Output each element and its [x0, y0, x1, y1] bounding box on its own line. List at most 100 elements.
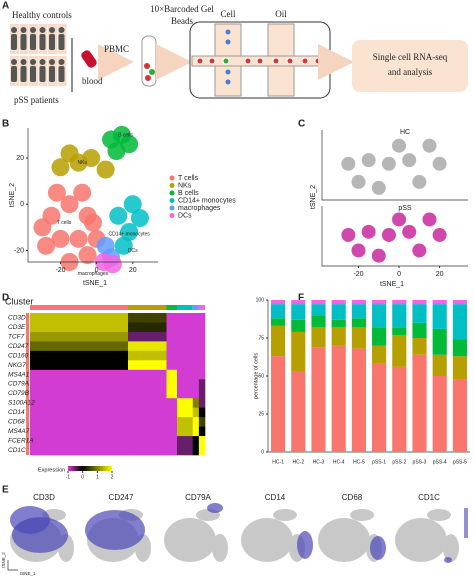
y-tick-label: 50	[258, 373, 264, 379]
bar-segment	[311, 315, 326, 328]
heat-cell	[166, 379, 178, 390]
result-box	[352, 40, 468, 92]
heat-cell	[166, 417, 178, 427]
point	[392, 212, 407, 227]
y-tick-label: 0	[261, 449, 264, 455]
bar-segment	[331, 345, 346, 452]
x-tick-label: 0	[95, 267, 99, 274]
point	[37, 236, 56, 255]
point	[130, 209, 149, 228]
gene-label: S100A12	[8, 400, 35, 407]
cluster-label: T cells	[57, 220, 72, 226]
bar-segment	[351, 327, 366, 349]
cluster-bar	[192, 305, 199, 310]
expr-cells	[207, 503, 223, 513]
person-head	[49, 27, 55, 33]
x-tick-label: -20	[353, 271, 363, 278]
droplet	[301, 57, 309, 65]
point	[47, 183, 66, 202]
legend-label: NKs	[178, 182, 192, 189]
point	[84, 213, 102, 232]
heat-cell	[30, 417, 129, 427]
gene-label: CD79B	[8, 390, 30, 397]
point	[51, 158, 70, 177]
bar-segment	[331, 300, 346, 304]
bar-segment	[412, 322, 427, 338]
heat-cell	[177, 407, 194, 418]
heat-cell	[177, 341, 194, 352]
point	[33, 218, 52, 237]
point	[412, 243, 427, 258]
bar-segment	[452, 379, 467, 452]
x-tick-label: pSS-4	[433, 459, 447, 465]
heat-cell	[192, 417, 200, 427]
heat-cell	[192, 379, 200, 390]
point	[341, 156, 356, 171]
point	[69, 229, 88, 248]
droplet	[222, 57, 230, 65]
bar-segment	[432, 300, 447, 304]
label: and analysis	[388, 67, 433, 77]
bar-segment	[372, 303, 387, 305]
y-tick-label: 100	[256, 297, 265, 303]
bar-segment	[291, 319, 306, 332]
point	[109, 206, 128, 225]
y-tick-label: -20	[14, 247, 24, 254]
bar-segment	[311, 300, 326, 304]
heat-cell	[128, 360, 167, 371]
bar-segment	[291, 300, 306, 304]
bar-segment	[291, 371, 306, 452]
bead	[225, 69, 231, 75]
person-head	[39, 59, 46, 65]
y-tick-label: 75	[258, 335, 264, 341]
bead	[149, 69, 155, 75]
point	[60, 144, 79, 163]
gene-label: CD3E	[8, 324, 26, 331]
bar-segment	[271, 318, 286, 326]
droplet	[208, 57, 216, 65]
expr-cells	[297, 531, 313, 559]
cells	[241, 518, 293, 562]
heat-cell	[30, 350, 129, 361]
point	[114, 236, 133, 255]
panel-label: B	[2, 119, 9, 130]
axis	[7, 560, 18, 571]
gene-label: CD79A	[8, 381, 29, 388]
row-title: Cluster	[5, 296, 34, 306]
person-body	[39, 66, 46, 82]
blood-tube	[81, 50, 97, 68]
heat-cell	[128, 426, 167, 437]
heat-cell	[177, 360, 194, 371]
legend-label: DCs	[178, 212, 192, 219]
bar-segment	[452, 300, 467, 304]
heat-cell	[128, 388, 167, 399]
e-ylabel: tSNE_2	[1, 552, 6, 568]
e-colorbar	[464, 508, 468, 538]
heat-cell	[128, 313, 167, 323]
heat-cell	[192, 341, 200, 352]
person-body	[39, 34, 46, 50]
colorbar-title: Expression	[38, 467, 65, 473]
heat-cell	[166, 322, 178, 333]
heat-cell	[177, 379, 194, 390]
colorbar-label: -1	[66, 474, 71, 480]
cells	[350, 509, 374, 521]
heat-cell	[177, 445, 194, 456]
gene-label: NKG7	[8, 362, 26, 369]
bar-segment	[432, 328, 447, 355]
expr-cells	[370, 536, 386, 560]
point	[96, 160, 115, 179]
heat-cell	[177, 426, 194, 437]
heat-cell	[192, 445, 200, 456]
person-body	[11, 66, 17, 82]
heat-cell	[30, 313, 129, 323]
heat-cell	[177, 369, 194, 380]
bar-segment	[351, 348, 366, 452]
person-body	[58, 66, 65, 82]
cluster-label: CD14+ monocytes	[108, 232, 150, 238]
x-tick-label: HC-1	[272, 459, 284, 465]
point	[73, 183, 92, 202]
gene-label: CD68	[8, 419, 25, 426]
cells	[318, 518, 370, 562]
heat-cell	[30, 407, 129, 418]
